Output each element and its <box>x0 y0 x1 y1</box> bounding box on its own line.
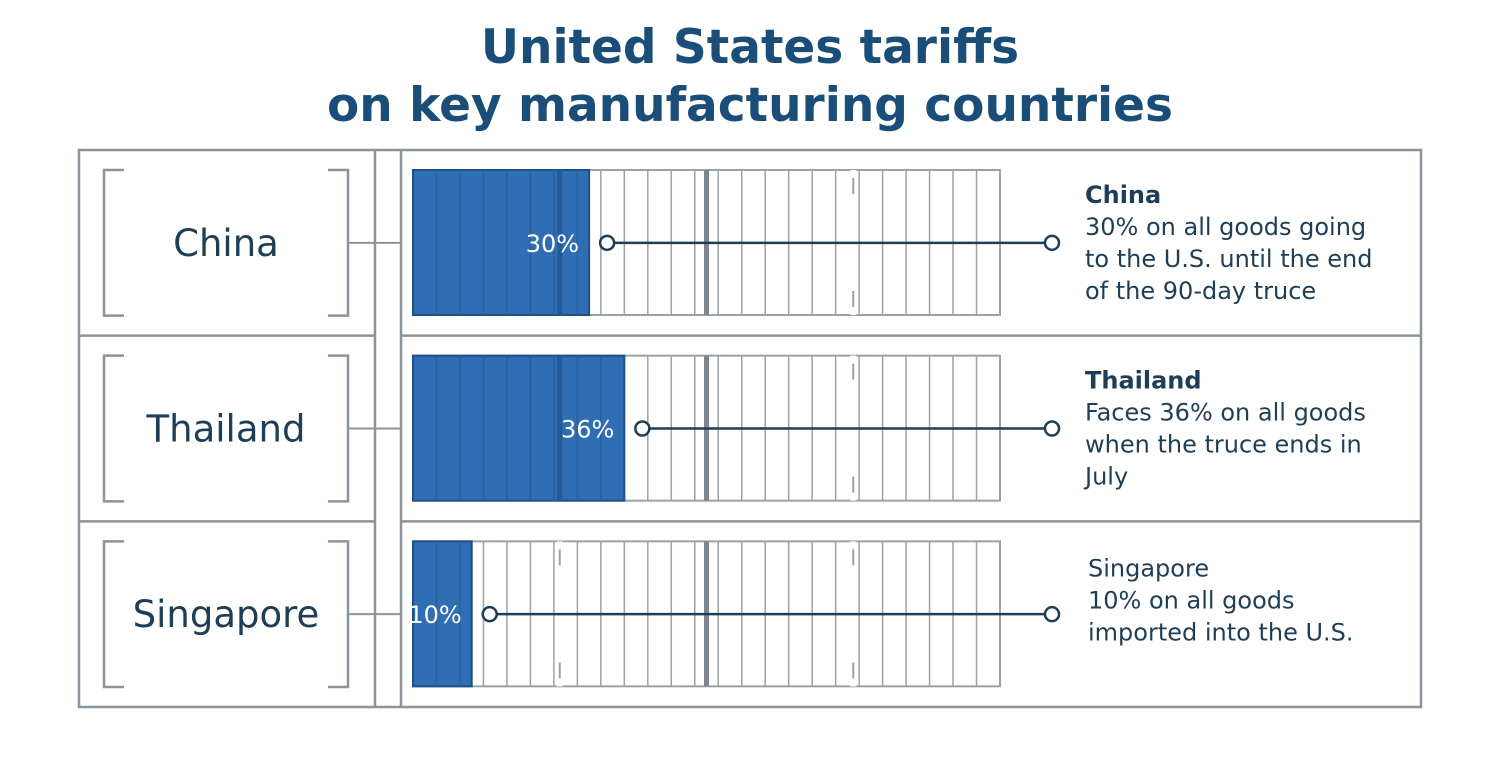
annotation-line: to the U.S. until the end <box>1085 245 1372 273</box>
chart-frame <box>77 148 1423 709</box>
annotation-line: when the truce ends in <box>1085 431 1362 459</box>
leader-end-marker <box>1043 420 1061 437</box>
label-bracket-left <box>102 354 124 503</box>
country-label: Singapore <box>133 593 320 636</box>
annotation-heading: China <box>1085 181 1161 209</box>
chart-title-line-2: on key manufacturing countries <box>327 78 1173 133</box>
value-label: 30% <box>526 230 579 258</box>
annotation-line: imported into the U.S. <box>1088 618 1354 646</box>
label-bracket-left <box>102 168 124 317</box>
bar-singapore <box>412 540 473 688</box>
country-label: Thailand <box>146 408 306 451</box>
label-bracket-left <box>102 540 124 689</box>
chart-title-line-1: United States tariffs <box>480 20 1020 75</box>
country-label: China <box>173 222 279 265</box>
leader-end-marker <box>1043 234 1061 252</box>
leader-end-marker <box>1043 605 1061 623</box>
label-bracket-right <box>328 354 350 503</box>
annotation-line: Singapore <box>1088 554 1209 582</box>
annotation-heading: Thailand <box>1085 367 1202 395</box>
value-label: 10% <box>408 601 461 629</box>
leader-start-marker <box>481 605 498 623</box>
value-label: 36% <box>561 416 614 444</box>
annotation-line: July <box>1083 463 1128 491</box>
label-bracket-right <box>328 168 350 317</box>
bar-thailand <box>412 354 626 502</box>
leader-start-marker <box>634 420 651 437</box>
annotation-line: 10% on all goods <box>1088 586 1295 614</box>
annotation-line: 30% on all goods going <box>1085 213 1366 241</box>
annotation-line: Faces 36% on all goods <box>1085 399 1366 427</box>
leader-start-marker <box>598 234 616 252</box>
annotation-line: of the 90-day truce <box>1085 277 1316 305</box>
label-bracket-right <box>328 540 350 689</box>
